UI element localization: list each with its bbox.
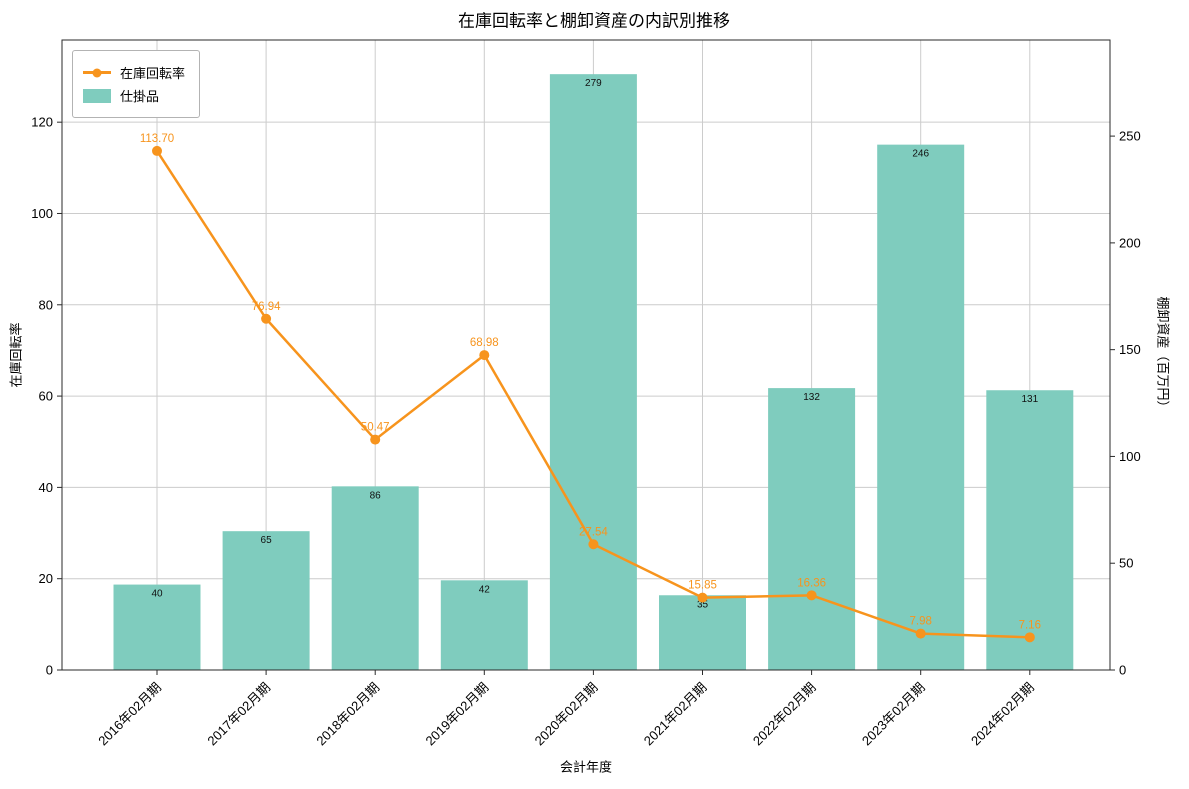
- legend-marker-dot-icon: [92, 68, 102, 77]
- svg-text:27.54: 27.54: [579, 526, 608, 538]
- bar: [986, 390, 1074, 670]
- svg-text:68.98: 68.98: [470, 337, 499, 349]
- legend-item-line: 在庫回転率: [83, 63, 185, 82]
- bar: [440, 580, 528, 670]
- line-marker: [697, 592, 708, 603]
- bar: [222, 531, 310, 670]
- svg-text:279: 279: [585, 78, 602, 89]
- svg-text:76.94: 76.94: [252, 301, 281, 313]
- svg-text:86: 86: [370, 490, 382, 501]
- svg-text:42: 42: [479, 584, 491, 595]
- svg-text:113.70: 113.70: [140, 133, 174, 145]
- svg-text:100: 100: [1119, 449, 1141, 464]
- bar: [659, 595, 746, 670]
- svg-text:2021年02月期: 2021年02月期: [641, 680, 710, 749]
- line-marker: [479, 350, 490, 361]
- svg-text:0: 0: [46, 663, 53, 678]
- x-axis-label: 会計年度: [559, 759, 613, 775]
- svg-text:20: 20: [39, 571, 53, 586]
- svg-text:7.16: 7.16: [1019, 619, 1041, 631]
- legend-line-swatch: [83, 68, 111, 77]
- line-value-labels: 113.70 76.94 50.47 68.98 27.54 15.85 16.36 7.98…: [140, 133, 1041, 631]
- bar: [877, 144, 965, 671]
- svg-text:7.98: 7.98: [910, 616, 932, 628]
- y-axis-label-left: 在庫回転率: [8, 322, 24, 388]
- svg-text:50: 50: [1119, 556, 1133, 571]
- svg-text:80: 80: [39, 297, 53, 312]
- svg-text:120: 120: [31, 115, 53, 130]
- legend-label-line: 在庫回転率: [120, 66, 186, 81]
- line-marker: [1024, 632, 1035, 643]
- svg-text:2023年02月期: 2023年02月期: [859, 680, 928, 749]
- tick-marks: [57, 121, 1115, 675]
- svg-text:2019年02月期: 2019年02月期: [423, 680, 492, 749]
- line-marker: [261, 313, 272, 324]
- axes-frame: [61, 39, 1111, 671]
- bar: [768, 388, 856, 670]
- legend-bar-swatch: [83, 88, 111, 103]
- svg-text:2024年02月期: 2024年02月期: [968, 680, 1037, 749]
- bar: [113, 584, 201, 670]
- legend: 在庫回転率 仕掛品: [72, 50, 201, 118]
- svg-text:132: 132: [803, 392, 820, 403]
- bar: [331, 486, 419, 670]
- svg-text:60: 60: [39, 389, 53, 404]
- svg-text:250: 250: [1119, 129, 1141, 144]
- svg-text:200: 200: [1119, 235, 1141, 250]
- svg-text:150: 150: [1119, 342, 1141, 357]
- svg-text:40: 40: [151, 589, 163, 600]
- legend-item-bar: 仕掛品: [83, 86, 185, 105]
- svg-text:246: 246: [912, 149, 929, 160]
- svg-text:2018年02月期: 2018年02月期: [313, 680, 382, 749]
- line-marker: [806, 590, 817, 601]
- line-markers: [152, 145, 1035, 643]
- bar: [549, 74, 637, 670]
- svg-text:35: 35: [697, 599, 709, 610]
- svg-text:0: 0: [1119, 663, 1126, 678]
- chart-title: 在庫回転率と棚卸資産の内訳別推移: [458, 11, 730, 31]
- svg-text:50.47: 50.47: [361, 422, 390, 434]
- line-marker: [370, 434, 381, 445]
- svg-text:100: 100: [31, 206, 53, 221]
- line-marker: [152, 145, 162, 156]
- bar-value-labels: 40 65 86 42 279 35 132 246 131: [151, 78, 1038, 610]
- line-marker: [588, 539, 599, 550]
- svg-text:40: 40: [39, 480, 53, 495]
- y-axis-label-right: 棚卸資産（百万円）: [1155, 296, 1171, 414]
- svg-text:131: 131: [1021, 394, 1038, 405]
- svg-text:2016年02月期: 2016年02月期: [95, 680, 164, 749]
- legend-label-bar: 仕掛品: [120, 89, 160, 104]
- line-marker: [915, 628, 926, 639]
- svg-text:2020年02月期: 2020年02月期: [532, 680, 601, 749]
- svg-text:15.85: 15.85: [688, 580, 717, 592]
- svg-text:16.36: 16.36: [797, 577, 826, 589]
- svg-text:2017年02月期: 2017年02月期: [204, 680, 273, 749]
- svg-text:65: 65: [261, 535, 273, 546]
- svg-text:2022年02月期: 2022年02月期: [750, 680, 819, 749]
- bar-series: [113, 74, 1074, 671]
